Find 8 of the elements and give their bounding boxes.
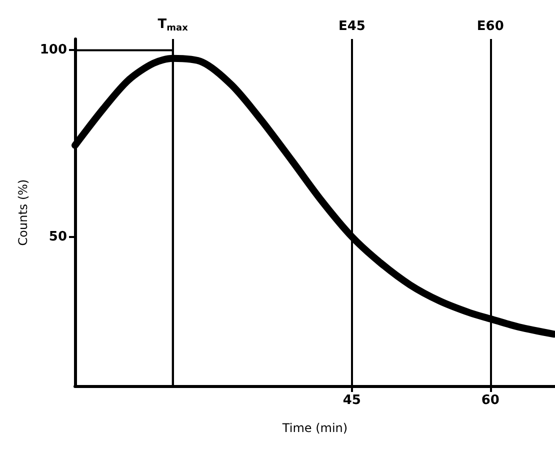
ref-line-label: E45 [338,19,366,34]
y-tick-label: 100 [40,42,67,58]
y-tick-label: 50 [48,229,67,244]
x-tick-label: 60 [481,393,500,408]
x-tick-label: 45 [342,393,361,408]
y-axis-title: Counts (%) [16,179,30,246]
ref-line-label: E60 [476,19,504,34]
x-axis-title: Time (min) [281,421,348,435]
